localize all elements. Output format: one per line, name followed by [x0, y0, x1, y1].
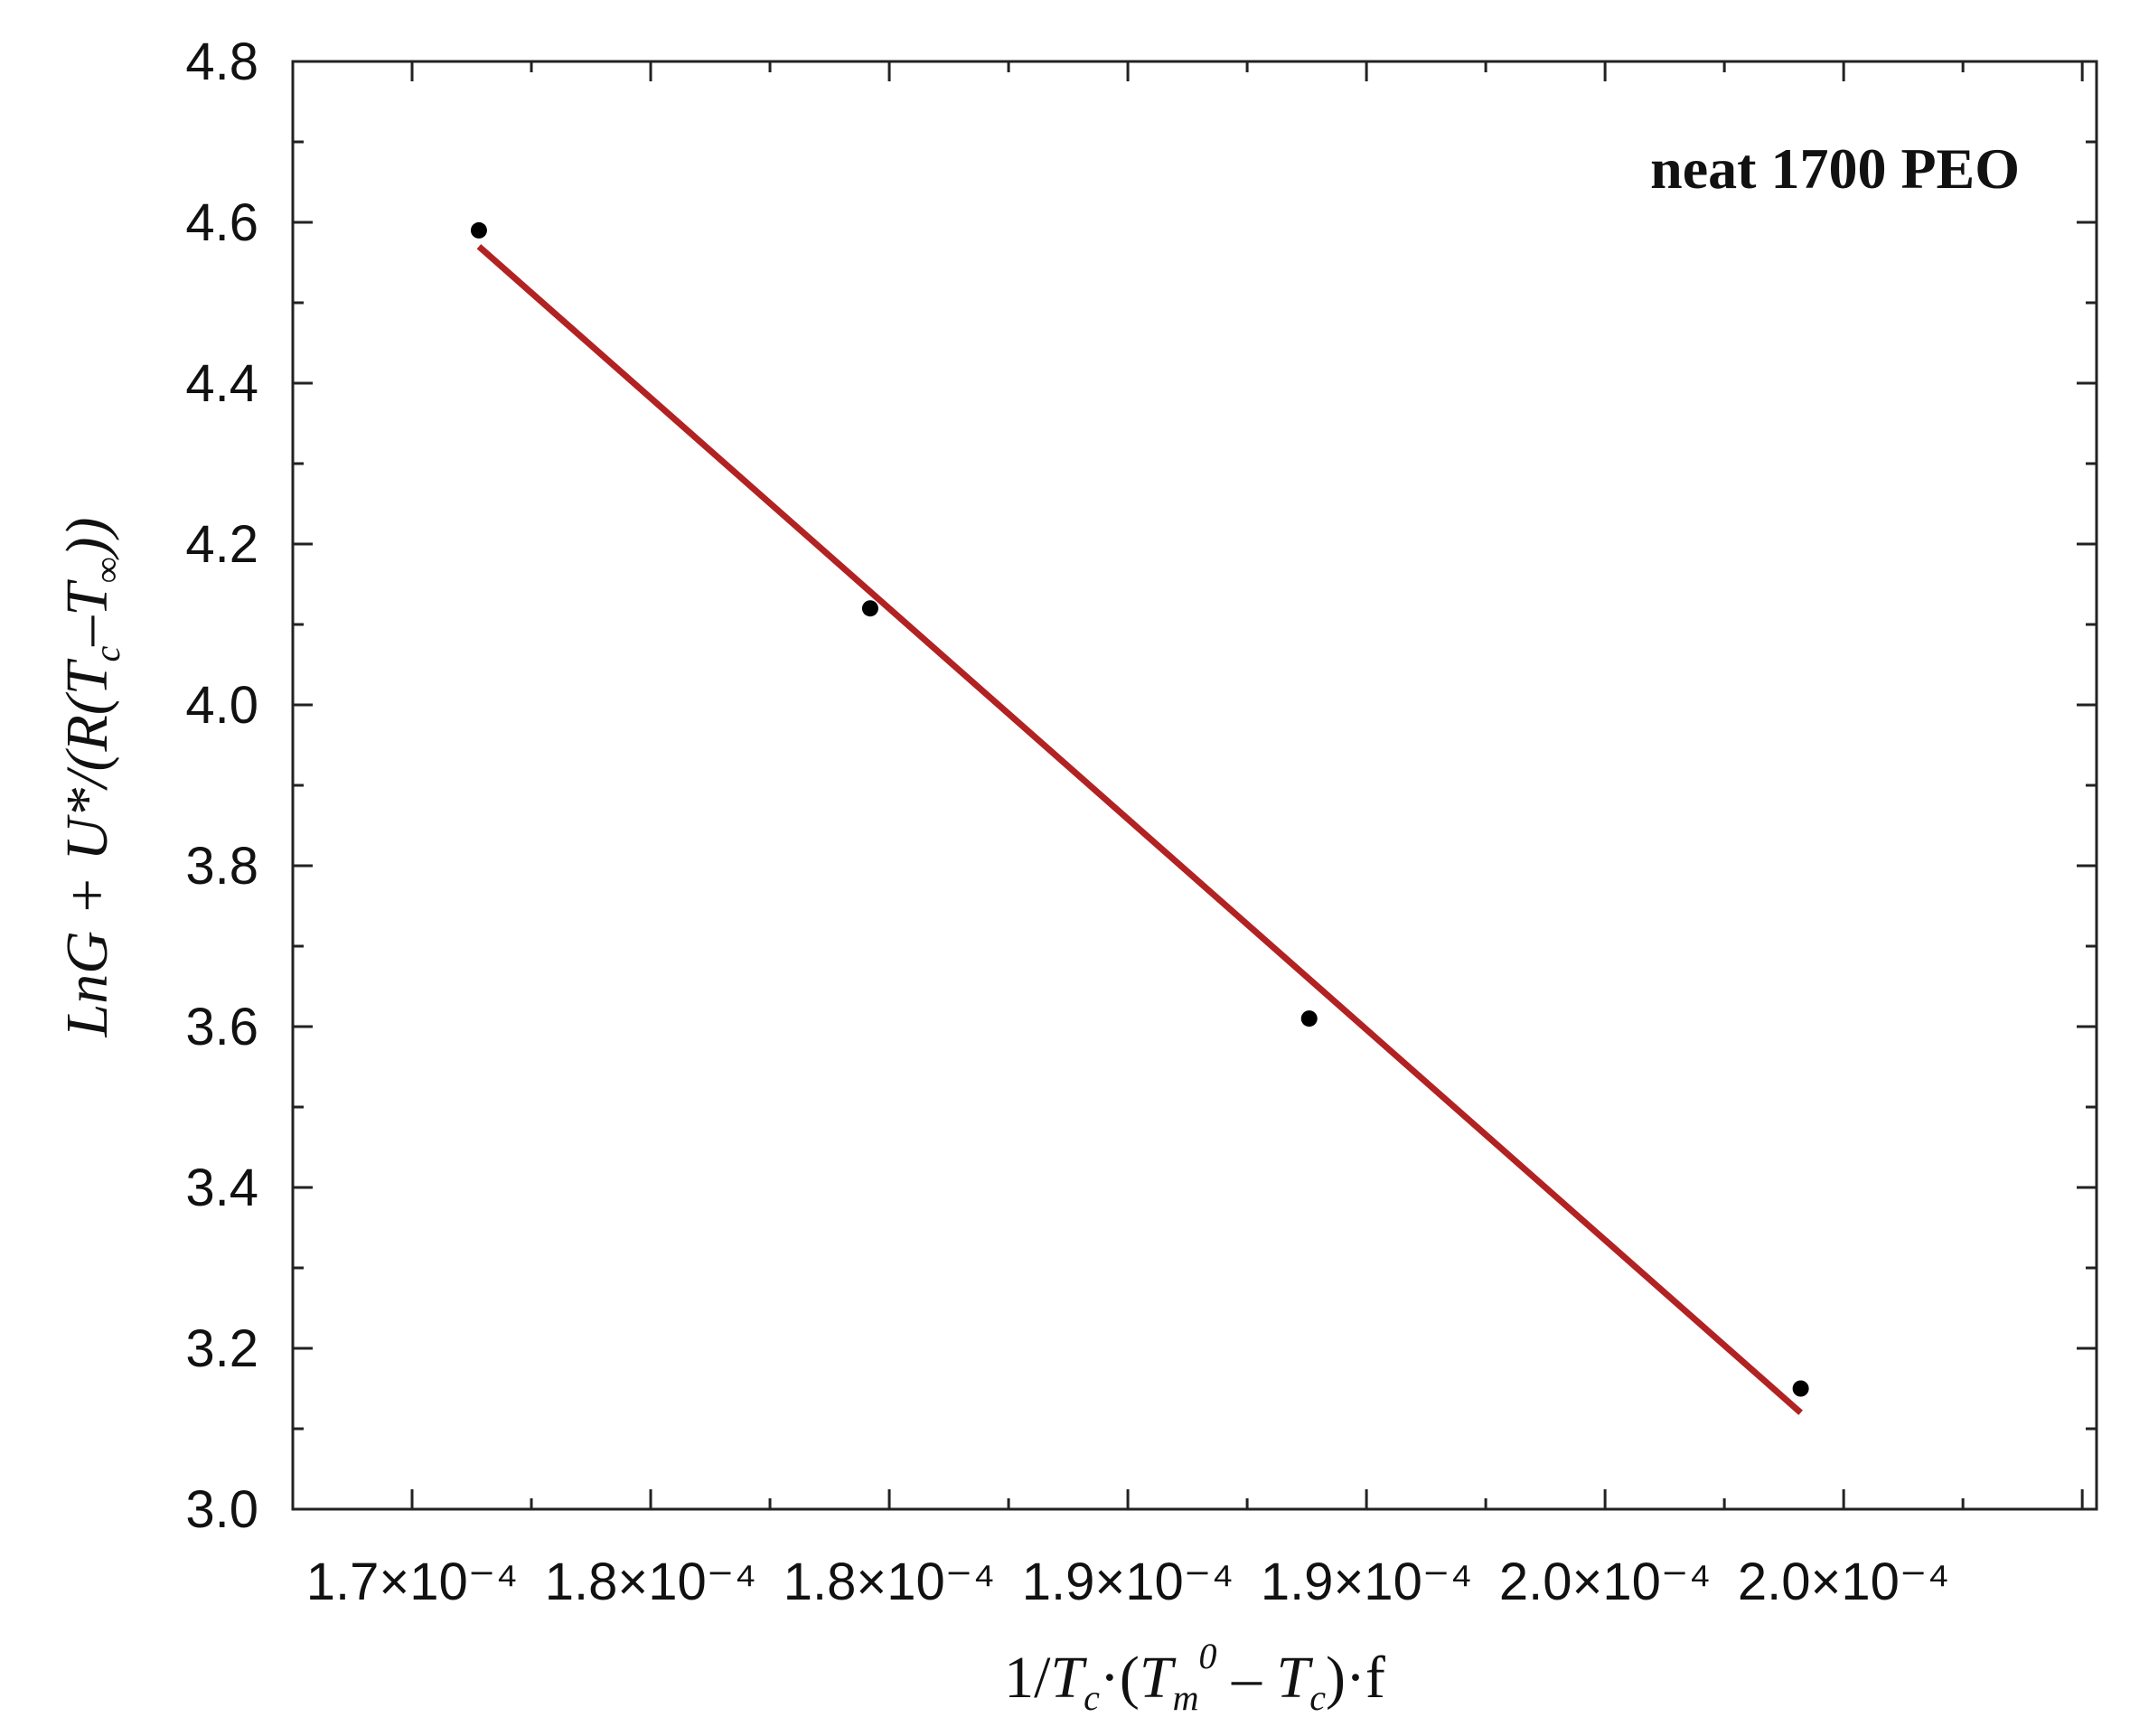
y-tick-label: 4.4	[185, 354, 258, 413]
y-tick-label: 3.2	[185, 1319, 258, 1378]
x-tick-label: 2.0×10⁻⁴	[1499, 1553, 1712, 1611]
y-tick-label: 3.6	[185, 998, 258, 1056]
x-tick-label: 1.9×10⁻⁴	[1261, 1553, 1473, 1611]
y-axis-label: LnG + U*/(R(Tc–T∞))	[54, 518, 127, 1038]
axis-ticks	[293, 60, 2097, 1511]
y-tick-label: 4.0	[185, 676, 258, 735]
data-point	[470, 221, 487, 239]
x-tick-labels: 1.7×10⁻⁴ 1.8×10⁻⁴ 1.8×10⁻⁴ 1.9×10⁻⁴ 1.9×10⁻⁴…	[306, 1553, 1950, 1611]
y-tick-label: 3.0	[185, 1480, 258, 1539]
y-tick-labels: 3.0 3.2 3.4 3.6 3.8 4.0 4.2 4.4 4.6 4.8	[185, 33, 258, 1539]
data-point	[1792, 1380, 1809, 1397]
chart-annotation: neat 1700 PEO	[1650, 136, 2020, 201]
fit-line-group	[476, 244, 1803, 1415]
x-axis-label: 1/Tc·(Tm0 – Tc)·f	[1004, 1636, 1385, 1718]
x-tick-label: 1.7×10⁻⁴	[306, 1553, 519, 1611]
fit-line	[476, 244, 1803, 1415]
data-point	[1300, 1010, 1318, 1028]
x-tick-label: 1.8×10⁻⁴	[545, 1553, 757, 1611]
plot-frame	[291, 60, 2098, 1511]
y-tick-label: 4.8	[185, 33, 258, 91]
data-points	[470, 221, 1809, 1397]
data-point	[861, 600, 878, 617]
y-tick-label: 3.4	[185, 1159, 258, 1217]
x-tick-label: 1.8×10⁻⁴	[784, 1553, 996, 1611]
y-tick-label: 4.2	[185, 515, 258, 574]
x-tick-label: 2.0×10⁻⁴	[1738, 1553, 1950, 1611]
y-tick-label: 3.8	[185, 837, 258, 896]
y-tick-label: 4.6	[185, 193, 258, 252]
x-tick-label: 1.9×10⁻⁴	[1022, 1553, 1234, 1611]
